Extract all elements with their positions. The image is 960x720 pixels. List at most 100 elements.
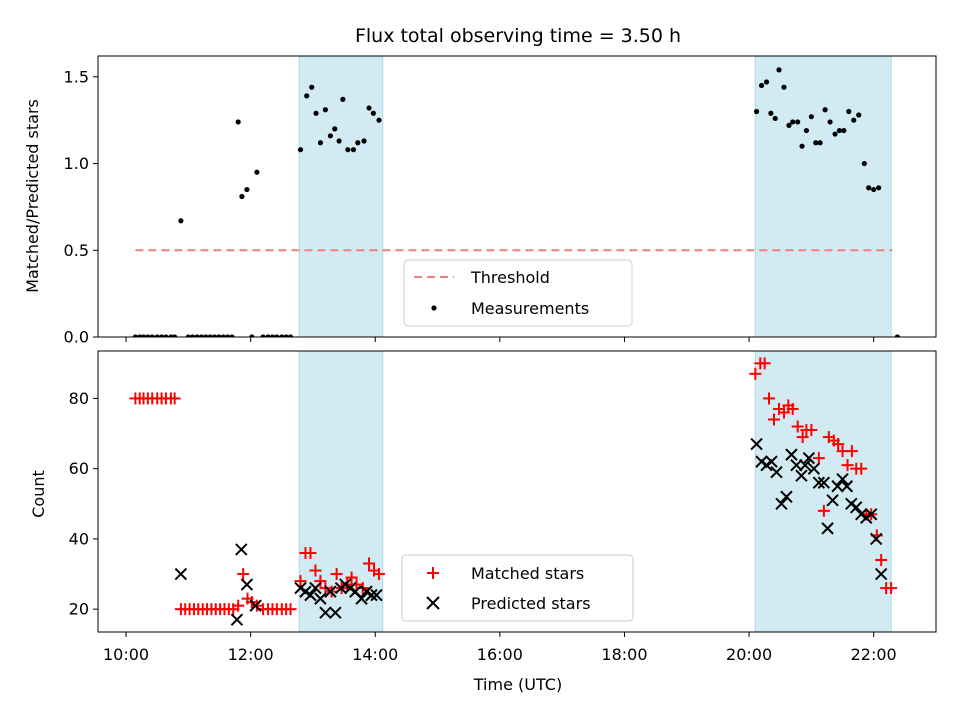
predicted-star-point — [850, 501, 863, 514]
marker-stroke — [314, 592, 327, 605]
top-y-axis-label: Matched/Predicted stars — [23, 99, 42, 293]
marker-stroke — [864, 508, 878, 521]
marker-stroke — [750, 437, 763, 451]
measurement-point — [249, 334, 255, 337]
legend-predicted-swatch — [426, 596, 440, 610]
bottom-legend-box — [401, 554, 634, 622]
predicted-star-point — [235, 543, 248, 556]
measurement-point — [753, 108, 760, 115]
bottom-plot-area — [129, 357, 898, 626]
legend-measurements-label: Measurements — [471, 299, 589, 318]
matched-star-point — [791, 420, 804, 433]
measurement-point — [822, 107, 828, 113]
marker-stroke — [230, 613, 244, 626]
marker-stroke — [765, 455, 778, 468]
measurement-point — [345, 147, 351, 153]
x-tick-label: 12:00 — [228, 645, 274, 664]
marker-stroke — [845, 497, 858, 511]
predicted-star-point — [795, 469, 808, 482]
predicted-star-point — [309, 581, 322, 595]
measurement-point — [229, 334, 235, 337]
measurement-point — [140, 334, 147, 337]
marker-stroke — [360, 585, 373, 598]
marker-stroke — [807, 462, 821, 475]
measurement-point — [269, 334, 276, 337]
legend-matched-label: Matched stars — [471, 564, 584, 583]
predicted-star-point — [324, 585, 337, 598]
bottom-panel: 20 40 60 80 10:00 12:00 14:00 16:00 18:00 20:00 2… — [29, 350, 937, 694]
predicted-star-point — [329, 606, 342, 619]
marker-stroke — [324, 585, 337, 598]
predicted-star-point — [230, 613, 244, 626]
marker-stroke — [855, 508, 868, 521]
marker-stroke — [370, 588, 383, 602]
measurement-point — [355, 140, 361, 146]
marker-stroke — [850, 501, 863, 514]
matched-star-point — [841, 459, 854, 472]
measurement-point — [235, 119, 241, 125]
predicted-star-point — [817, 476, 831, 489]
y-tick-label: 1.5 — [64, 67, 89, 86]
measurement-point — [274, 334, 280, 337]
predicted-star-point — [821, 522, 834, 535]
measurement-point — [322, 107, 329, 113]
matched-star-point — [777, 406, 790, 419]
measurement-point — [239, 193, 245, 200]
y-tick-label: 80 — [69, 389, 89, 408]
legend-measurements-swatch — [431, 305, 437, 311]
predicted-star-point — [240, 578, 254, 591]
marker-stroke — [780, 490, 793, 503]
measurement-point — [876, 185, 882, 191]
marker-stroke — [826, 494, 839, 507]
measurement-point — [178, 218, 184, 224]
top-axes-frame — [97, 55, 937, 338]
measurement-point — [332, 126, 338, 132]
measurement-point — [758, 82, 765, 89]
matched-star-point — [237, 568, 250, 581]
marker-stroke — [817, 476, 831, 489]
top-legend-box — [403, 259, 633, 327]
marker-stroke — [770, 465, 783, 479]
matched-star-point — [284, 603, 297, 616]
predicted-star-point — [370, 588, 383, 602]
measurement-point — [260, 334, 266, 337]
marker-stroke — [304, 588, 317, 602]
measurement-point — [132, 334, 138, 337]
predicted-star-point — [785, 448, 798, 461]
marker-stroke — [355, 592, 368, 605]
matched-star-point — [232, 599, 245, 612]
marker-stroke — [798, 458, 812, 472]
measurement-point — [841, 127, 847, 134]
y-tick-label: 0.0 — [64, 328, 89, 347]
measurement-point — [163, 334, 169, 337]
top-plot-area — [132, 67, 900, 337]
matched-star-point — [768, 413, 781, 426]
top-y-ticks: 0.0 0.5 1.0 1.5 — [64, 67, 98, 347]
measurement-point — [203, 334, 209, 337]
marker-stroke — [812, 476, 826, 489]
measurement-point — [772, 115, 778, 122]
measurement-point — [309, 84, 315, 90]
predicted-star-point — [314, 592, 327, 605]
shaded-region — [298, 55, 384, 338]
matched-star-point — [749, 367, 762, 380]
x-tick-label: 18:00 — [601, 645, 647, 664]
matched-star-point — [763, 392, 776, 405]
measurement-point — [149, 334, 155, 337]
measurement-point — [832, 131, 838, 137]
measurement-point — [366, 105, 372, 111]
marker-stroke — [299, 585, 312, 598]
measurement-point — [813, 140, 819, 146]
matched-star-point — [294, 575, 307, 588]
measurement-point — [220, 334, 226, 337]
measurement-point — [340, 96, 346, 102]
measurement-point — [313, 110, 319, 116]
measurement-point — [145, 334, 151, 337]
measurement-point — [861, 160, 867, 167]
measurement-point — [866, 185, 872, 191]
matched-star-point — [805, 424, 818, 437]
measurement-point — [317, 140, 324, 146]
predicted-star-point — [770, 465, 783, 479]
measurement-point — [871, 186, 877, 193]
matched-star-point — [875, 553, 888, 566]
